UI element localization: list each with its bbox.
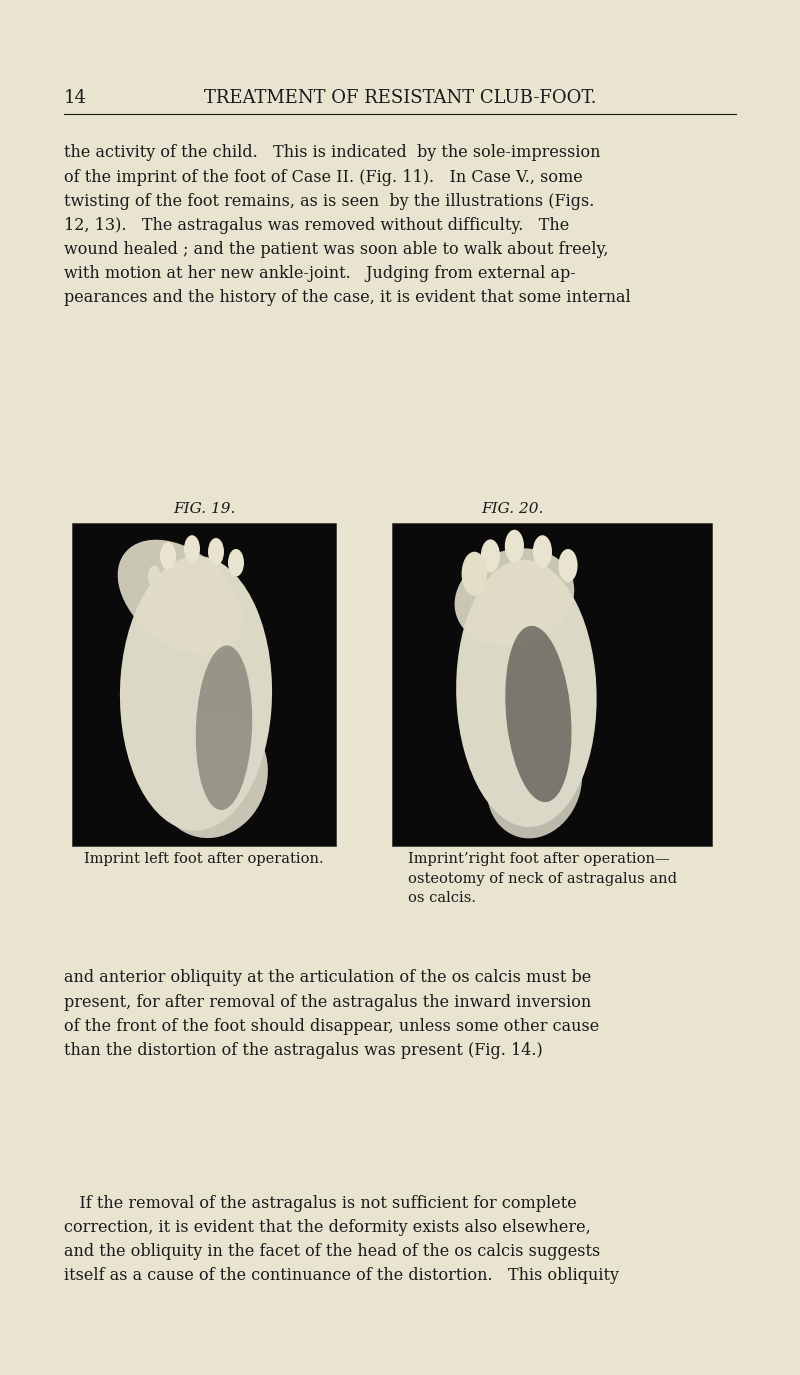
Text: If the removal of the astragalus is not sufficient for complete
correction, it i: If the removal of the astragalus is not … — [64, 1195, 619, 1284]
Text: Imprint’right foot after operation—
osteotomy of neck of astragalus and
os calci: Imprint’right foot after operation— oste… — [408, 852, 677, 906]
Ellipse shape — [506, 626, 571, 802]
Bar — [392, 522, 712, 846]
Ellipse shape — [118, 540, 242, 654]
Circle shape — [208, 538, 224, 565]
Ellipse shape — [156, 714, 268, 837]
Circle shape — [228, 549, 244, 576]
Ellipse shape — [486, 727, 582, 839]
Text: FIG. 19.: FIG. 19. — [173, 502, 235, 516]
Ellipse shape — [120, 556, 272, 830]
Circle shape — [533, 535, 552, 568]
Circle shape — [558, 549, 578, 582]
Ellipse shape — [196, 645, 252, 810]
Text: 14: 14 — [64, 89, 87, 107]
Circle shape — [184, 535, 200, 562]
Circle shape — [481, 539, 500, 572]
Circle shape — [505, 529, 524, 562]
Text: Imprint left foot after operation.: Imprint left foot after operation. — [84, 852, 324, 866]
Ellipse shape — [454, 549, 574, 646]
Circle shape — [148, 565, 161, 587]
Text: TREATMENT OF RESISTANT CLUB-FOOT.: TREATMENT OF RESISTANT CLUB-FOOT. — [204, 89, 596, 107]
Text: the activity of the child.   This is indicated  by the sole-impression
of the im: the activity of the child. This is indic… — [64, 144, 630, 307]
Bar — [72, 522, 336, 846]
Text: FIG. 20.: FIG. 20. — [481, 502, 543, 516]
Circle shape — [160, 542, 176, 569]
Ellipse shape — [456, 560, 597, 826]
Text: and anterior obliquity at the articulation of the os calcis must be
present, for: and anterior obliquity at the articulati… — [64, 969, 599, 1059]
Circle shape — [462, 551, 487, 595]
